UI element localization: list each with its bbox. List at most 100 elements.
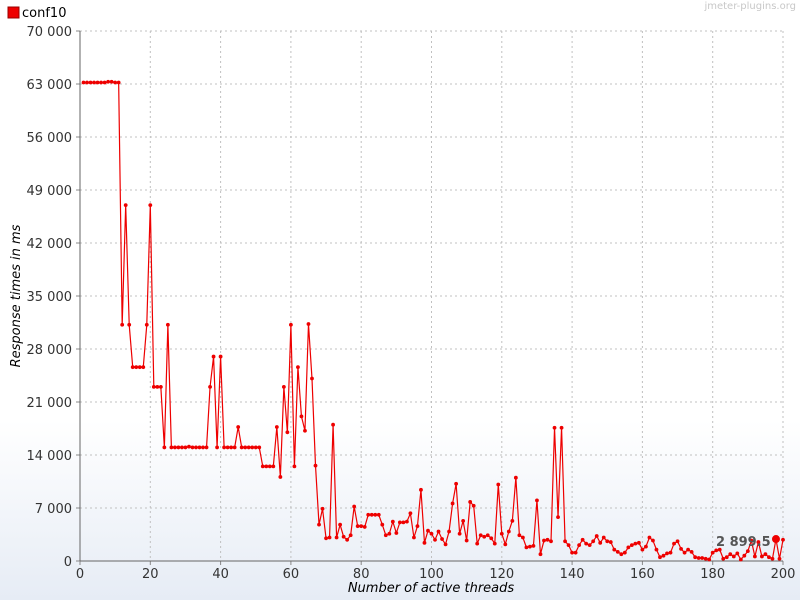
data-point [208,384,212,389]
data-point [405,519,409,524]
data-point [390,519,395,524]
x-tick-label: 160 [630,567,655,582]
data-point [194,445,198,450]
data-point [721,556,726,561]
data-point [492,541,497,546]
data-point [232,445,237,450]
data-point [556,515,560,519]
data-point [651,538,655,543]
data-point [137,365,142,370]
data-point [749,538,754,543]
data-point [573,550,578,555]
data-point [366,512,371,517]
data-point [334,535,339,540]
y-tick-label: 70 000 [27,25,73,40]
data-point [661,553,666,558]
data-point [485,533,490,538]
data-point [654,547,659,552]
data-point [320,506,325,511]
data-point [426,528,430,533]
data-point [415,524,420,529]
data-point [436,529,441,534]
data-point [584,541,589,546]
data-point [594,534,599,538]
data-point [211,354,216,359]
data-point [520,535,525,540]
data-point [622,550,627,555]
data-point [524,545,529,550]
data-point [633,541,638,546]
x-tick-label: 140 [560,567,585,582]
data-point [176,445,181,450]
data-point [260,464,265,469]
data-point [180,445,184,450]
data-point [679,546,683,551]
data-point [489,536,494,541]
data-point [566,543,571,547]
data-point [626,545,631,550]
data-point [218,354,223,359]
data-point [88,80,93,85]
data-point [731,554,736,559]
data-point [672,541,676,546]
data-point [190,445,195,450]
data-point [513,475,518,480]
data-point [605,539,610,544]
y-tick-label: 28 000 [27,343,73,358]
point-annotation: 2 899.5 [716,535,771,550]
data-point [510,518,515,523]
data-point [387,531,392,536]
y-tick-label: 7 000 [35,502,72,517]
data-point [201,445,205,450]
data-point [728,552,733,557]
data-point [686,547,690,552]
data-point [204,445,209,450]
series-line-conf10 [83,81,784,561]
legend-label: conf10 [22,6,66,21]
data-point [619,552,624,557]
data-point [306,322,311,326]
data-point [310,376,314,381]
y-tick-label: 56 000 [27,131,73,146]
data-point [668,550,673,555]
data-point [352,504,357,509]
data-point [535,498,539,503]
data-point [278,475,283,479]
data-point [429,531,434,536]
data-point [123,203,128,208]
data-point [222,445,227,450]
data-point [608,540,613,544]
data-point [735,551,740,556]
data-point [767,555,771,560]
data-point [629,543,634,547]
data-point [225,445,230,450]
data-point [239,445,244,450]
data-point [303,428,307,433]
data-point [440,537,444,541]
data-point [587,543,592,547]
x-tick-label: 80 [353,567,370,582]
data-point [215,445,219,450]
data-point [95,80,100,85]
data-point [724,555,729,560]
x-tick-label: 40 [212,567,229,582]
data-point [183,445,188,450]
data-point [187,444,191,449]
data-point [658,555,662,560]
data-point [777,556,782,561]
data-point [542,538,546,543]
data-point [696,556,701,560]
data-point [717,547,722,552]
data-point [338,522,343,527]
data-point [250,445,255,450]
data-point [517,533,522,538]
data-point [292,464,297,469]
x-tick-label: 20 [142,567,159,582]
x-tick-label: 120 [489,567,514,582]
data-point [169,445,174,450]
data-point [760,554,764,559]
data-point [563,539,567,544]
data-point [257,445,262,450]
data-point [636,540,641,545]
